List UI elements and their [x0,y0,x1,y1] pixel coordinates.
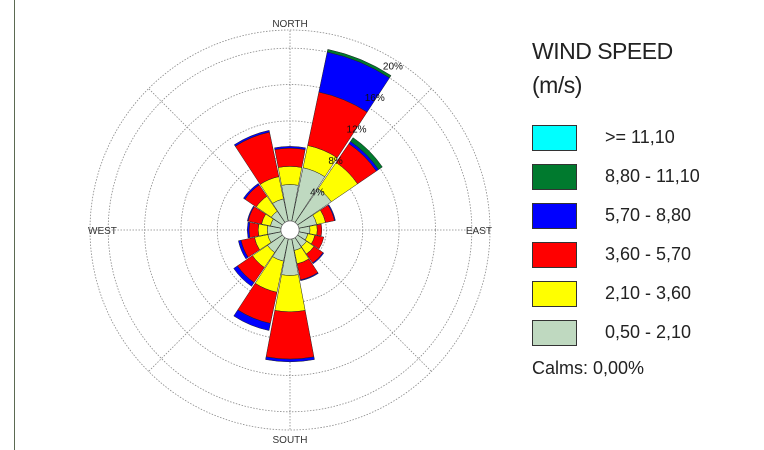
petal-NNW-segment-3 [233,130,270,147]
legend-item: 2,10 - 3,60 [532,274,757,313]
legend-label: >= 11,10 [605,127,675,147]
petal-SW-segment-3 [233,265,255,287]
petal-E-segment-1 [309,224,318,236]
legend-label: 0,50 - 2,10 [605,322,692,342]
petal-S-segment-2 [265,310,315,360]
legend-item: 8,80 - 11,10 [532,157,757,196]
legend: WIND SPEED (m/s) >= 11,10 8,80 - 11,10 5… [532,34,757,379]
wind-rose-chart: 4% 8% 12% 16% 20% NORTH SOUTH EAST WEST [88,19,492,446]
ring-labels: 4% 8% 12% 16% 20% [310,62,403,199]
petal-WNW-segment-3 [246,205,255,222]
ring-label: 12% [347,125,367,136]
petal-NE-segment-4 [350,137,383,170]
petal-ESE-segment-2 [310,234,325,250]
ring-label: 20% [383,62,403,73]
compass-west-label: WEST [88,226,117,237]
petal-NNE-segment-4 [326,49,392,79]
calms-label: Calms: 0,00% [532,358,645,378]
legend-label: 2,10 - 3,60 [605,283,692,303]
legend-unit: (m/s) [532,72,582,98]
compass-east-label: EAST [466,226,492,237]
legend-swatch [532,202,577,229]
legend-swatch [532,163,577,190]
petal-NNW-segment-2 [234,131,280,185]
legend-item: 3,60 - 5,70 [532,235,757,274]
legend-label: 8,80 - 11,10 [605,166,700,186]
legend-title: WIND SPEED [532,38,673,64]
petal-WSW-segment-3 [238,239,249,260]
compass-north-label: NORTH [272,19,307,30]
petal-SSW-segment-3 [233,309,271,331]
legend-item: 5,70 - 8,80 [532,196,757,235]
outer-ring [89,29,491,431]
legend-item: 0,50 - 2,10 [532,313,757,352]
petal-W-segment-2 [248,222,260,238]
ring-label: 4% [310,188,325,199]
petal-N-segment-1 [277,166,303,186]
legend-swatch [532,241,577,268]
grid-ring [107,47,473,413]
petal-E-segment-2 [316,223,323,237]
legend-swatch [532,280,577,307]
petal-SE-segment-3 [312,252,325,265]
ring-label: 16% [365,93,385,104]
compass-south-label: SOUTH [273,435,308,446]
legend-swatch [532,124,577,151]
petal-N-segment-2 [274,147,306,168]
petal-NW-segment-3 [243,183,260,200]
legend-items: >= 11,10 8,80 - 11,10 5,70 - 8,80 3,60 -… [532,118,757,352]
legend-label: 3,60 - 5,70 [605,244,692,264]
center-hub [280,220,300,240]
legend-label: 5,70 - 8,80 [605,205,692,225]
petal-N-segment-3 [274,146,306,150]
ring-label: 8% [328,156,343,167]
petal-W-segment-3 [247,221,251,239]
frame-border [14,0,15,450]
petal-S-segment-3 [265,356,315,363]
petal-ENE-segment-3 [327,204,336,221]
petal-SSE-segment-3 [300,272,319,282]
petals [233,49,392,363]
legend-item: >= 11,10 [532,118,757,157]
legend-swatch [532,319,577,346]
petal-W-segment-1 [257,223,268,237]
